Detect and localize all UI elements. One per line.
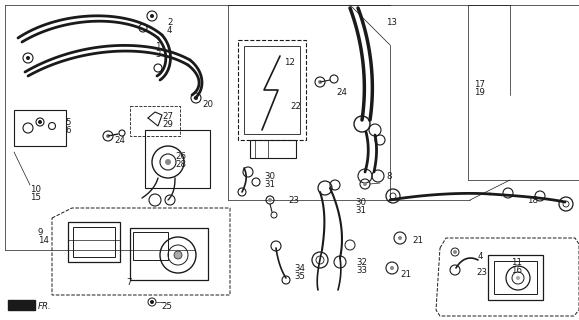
Text: 14: 14 — [38, 236, 49, 245]
Text: 31: 31 — [355, 206, 366, 215]
Bar — [68, 222, 120, 262]
Circle shape — [516, 276, 520, 280]
Circle shape — [318, 80, 322, 84]
Circle shape — [26, 56, 30, 60]
Text: 3: 3 — [155, 50, 160, 59]
Circle shape — [268, 198, 272, 202]
Bar — [130, 228, 208, 280]
Bar — [238, 40, 306, 140]
Circle shape — [363, 182, 367, 186]
Text: 8: 8 — [386, 172, 391, 181]
Circle shape — [38, 120, 42, 124]
Text: 25: 25 — [161, 302, 172, 311]
Text: 31: 31 — [264, 180, 275, 189]
Circle shape — [150, 14, 154, 18]
Text: 12: 12 — [284, 58, 295, 67]
Bar — [73, 227, 115, 257]
Bar — [488, 255, 543, 300]
Text: 26: 26 — [175, 152, 186, 161]
Circle shape — [174, 251, 182, 259]
Text: 19: 19 — [474, 88, 485, 97]
Circle shape — [398, 236, 402, 240]
Text: 16: 16 — [511, 266, 522, 275]
Bar — [133, 232, 168, 260]
Text: 4: 4 — [478, 252, 483, 261]
Text: 10: 10 — [30, 185, 41, 194]
Circle shape — [165, 159, 171, 165]
Text: FR.: FR. — [38, 302, 52, 311]
Circle shape — [106, 134, 110, 138]
Polygon shape — [8, 300, 35, 310]
Text: 6: 6 — [65, 126, 71, 135]
Text: 28: 28 — [175, 160, 186, 169]
Bar — [130, 106, 180, 136]
Text: 22: 22 — [290, 102, 301, 111]
Text: 5: 5 — [65, 118, 71, 127]
Circle shape — [150, 300, 154, 304]
Bar — [250, 140, 296, 158]
Text: 27: 27 — [162, 112, 173, 121]
Text: 11: 11 — [511, 258, 522, 267]
Bar — [494, 261, 537, 294]
Text: 1: 1 — [155, 42, 160, 51]
Text: 4: 4 — [167, 26, 173, 35]
Text: 21: 21 — [412, 236, 423, 245]
Text: 18: 18 — [527, 196, 538, 205]
Text: 24: 24 — [114, 136, 125, 145]
Circle shape — [194, 96, 198, 100]
Text: 23: 23 — [476, 268, 487, 277]
Text: 13: 13 — [386, 18, 397, 27]
Text: 34: 34 — [294, 264, 305, 273]
Text: 29: 29 — [162, 120, 173, 129]
Text: 33: 33 — [356, 266, 367, 275]
Text: 17: 17 — [474, 80, 485, 89]
Text: 35: 35 — [294, 272, 305, 281]
Bar — [14, 110, 66, 146]
Text: 24: 24 — [336, 88, 347, 97]
Text: 30: 30 — [264, 172, 275, 181]
Text: 20: 20 — [202, 100, 213, 109]
Bar — [244, 46, 300, 134]
Text: 2: 2 — [167, 18, 173, 27]
Text: 9: 9 — [38, 228, 43, 237]
Text: 7: 7 — [126, 278, 131, 287]
Circle shape — [453, 250, 457, 254]
Text: 32: 32 — [356, 258, 367, 267]
Circle shape — [390, 266, 394, 270]
Text: 30: 30 — [355, 198, 366, 207]
Text: 15: 15 — [30, 193, 41, 202]
Text: 21: 21 — [400, 270, 411, 279]
Text: 23: 23 — [288, 196, 299, 205]
